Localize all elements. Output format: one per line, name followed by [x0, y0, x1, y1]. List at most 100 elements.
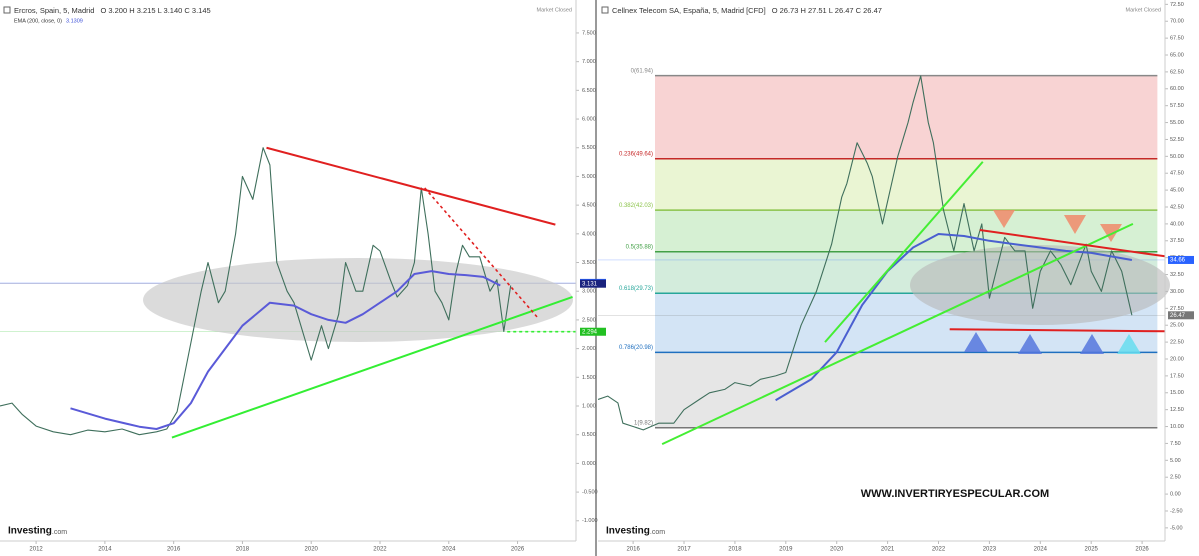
ohlc: O 26.73 H 27.51 L 26.47 C 26.47	[772, 6, 882, 15]
marker-up	[964, 332, 988, 352]
brand-domain: .com	[52, 529, 67, 536]
y-tick-label: 70.00	[1170, 19, 1184, 25]
x-tick-label: 2020	[830, 547, 844, 553]
fib-label: 0.236(49.64)	[619, 151, 653, 157]
x-tick-label: 2014	[98, 547, 112, 553]
trendline	[824, 161, 984, 343]
x-tick-label: 2026	[1135, 547, 1149, 553]
price-line	[598, 75, 1133, 431]
y-tick-label: 27.50	[1170, 306, 1184, 312]
y-tick-label: 1.000	[582, 403, 596, 409]
trendline	[266, 146, 556, 226]
x-tick-label: 2021	[881, 547, 895, 553]
y-tick-label: 3.500	[582, 260, 596, 266]
price-label-box	[1168, 255, 1194, 264]
y-tick-label: 17.50	[1170, 373, 1184, 379]
brand-domain: .com	[650, 529, 665, 536]
market-status: Market Closed	[537, 7, 572, 13]
y-tick-label: 25.00	[1170, 323, 1184, 329]
price-label: 3.131	[582, 281, 598, 287]
trendline	[661, 222, 1134, 446]
fib-band	[655, 352, 1158, 428]
x-tick-label: 2017	[677, 547, 691, 553]
panel-back: 0(61.94) 0.236(49.64) 0.382(42.03) 0.5(35.8…	[598, 68, 1165, 429]
y-tick-label: 55.00	[1170, 120, 1184, 126]
x-tick-label: 2016	[167, 547, 181, 553]
chart-title: Cellnex Telecom SA, España, 5, Madrid [C…	[612, 6, 766, 15]
y-tick-label: -1.000	[582, 518, 598, 524]
zone-ellipse	[910, 245, 1170, 325]
chart-title: Ercros, Spain, 5, Madrid	[14, 6, 94, 15]
y-tick-label: -2.50	[1170, 508, 1183, 514]
fib-label: 0.382(42.03)	[619, 203, 653, 209]
y-tick-label: 60.00	[1170, 86, 1184, 92]
y-tick-label: 57.50	[1170, 103, 1184, 109]
y-tick-label: 50.00	[1170, 154, 1184, 160]
trendline	[424, 187, 539, 319]
brand-logo: Investing	[606, 526, 650, 537]
y-tick-label: 6.000	[582, 116, 596, 122]
x-tick-label: 2020	[305, 547, 319, 553]
y-tick-label: 47.50	[1170, 171, 1184, 177]
y-tick-label: 0.000	[582, 461, 596, 467]
ohlc: O 3.200 H 3.215 L 3.140 C 3.145	[100, 6, 210, 15]
y-tick-label: 65.00	[1170, 52, 1184, 58]
x-tick-label: 2012	[29, 547, 43, 553]
y-tick-label: 5.500	[582, 145, 596, 151]
y-tick-label: 3.000	[582, 289, 596, 295]
y-tick-label: 12.50	[1170, 407, 1184, 413]
y-tick-label: -5.00	[1170, 525, 1183, 531]
price-label-box	[1168, 311, 1194, 320]
y-tick-label: 2.500	[582, 317, 596, 323]
y-tick-label: 1.500	[582, 375, 596, 381]
price-label-box	[580, 327, 606, 336]
y-tick-label: 67.50	[1170, 36, 1184, 42]
brand-logo: Investing	[8, 526, 52, 537]
market-status: Market Closed	[1126, 7, 1161, 13]
y-tick-label: 40.00	[1170, 221, 1184, 227]
y-tick-label: 7.500	[582, 30, 596, 36]
x-tick-label: 2016	[626, 547, 640, 553]
y-tick-label: 7.000	[582, 59, 596, 65]
symbol-icon	[3, 6, 11, 14]
y-tick-label: 15.00	[1170, 390, 1184, 396]
marker-down	[1064, 215, 1086, 234]
y-tick-label: 4.500	[582, 203, 596, 209]
y-tick-label: -0.500	[582, 490, 598, 496]
indicator-value: 3.1309	[66, 18, 83, 24]
ema-line	[775, 233, 1133, 402]
trendline	[949, 328, 1165, 333]
x-tick-label: 2026	[511, 547, 525, 553]
y-tick-label: 2.50	[1170, 475, 1181, 481]
y-tick-label: 30.00	[1170, 289, 1184, 295]
price-label: 26.47	[1170, 313, 1186, 319]
fib-label: 1(9.82)	[634, 420, 653, 426]
price-label: 2.294	[582, 329, 598, 335]
x-tick-label: 2022	[373, 547, 387, 553]
y-tick-label: 32.50	[1170, 272, 1184, 278]
x-tick-label: 2023	[983, 547, 997, 553]
y-tick-label: 72.50	[1170, 2, 1184, 8]
fib-label: 0.618(29.73)	[619, 286, 653, 292]
annotation-shapes	[143, 210, 1170, 354]
marker-up	[1080, 334, 1104, 354]
x-tick-label: 2024	[442, 547, 456, 553]
y-tick-label: 0.500	[582, 432, 596, 438]
y-tick-label: 7.50	[1170, 441, 1181, 447]
x-tick-label: 2018	[236, 547, 250, 553]
x-tick-label: 2024	[1034, 547, 1048, 553]
panel-front	[598, 75, 1165, 446]
marker-up	[1018, 334, 1042, 354]
trendline	[979, 228, 1165, 258]
y-tick-label: 45.00	[1170, 188, 1184, 194]
fib-label: 0.5(35.88)	[626, 244, 653, 250]
y-tick-label: 6.500	[582, 88, 596, 94]
y-tick-label: 22.50	[1170, 340, 1184, 346]
trendline	[171, 296, 573, 439]
y-tick-label: 10.00	[1170, 424, 1184, 430]
indicator-label: EMA (200, close, 0)	[14, 18, 62, 24]
zone-ellipse	[143, 258, 573, 342]
marker-down	[1100, 224, 1122, 242]
